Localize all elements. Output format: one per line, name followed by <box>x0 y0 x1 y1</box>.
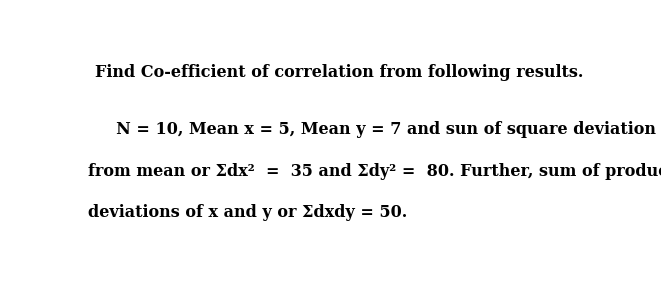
Text: N = 10, Mean x = 5, Mean y = 7 and sun of square deviation: N = 10, Mean x = 5, Mean y = 7 and sun o… <box>88 121 656 138</box>
Text: deviations of x and y or Σdxdy = 50.: deviations of x and y or Σdxdy = 50. <box>88 204 407 221</box>
Text: Find Co-efficient of correlation from following results.: Find Co-efficient of correlation from fo… <box>95 63 583 80</box>
Text: from mean or Σdx²  =  35 and Σdy² =  80. Further, sum of products of: from mean or Σdx² = 35 and Σdy² = 80. Fu… <box>88 163 661 179</box>
